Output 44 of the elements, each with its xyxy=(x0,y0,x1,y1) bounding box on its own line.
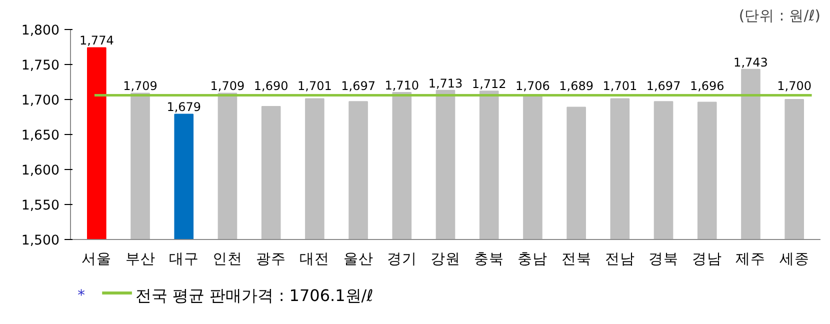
x-tick-label: 서울 xyxy=(82,250,112,268)
data-label: 1,679 xyxy=(166,100,202,114)
y-tick-label: 1,750 xyxy=(21,58,60,74)
x-tick-label: 대구 xyxy=(168,250,199,268)
legend-label: 전국 평균 판매가격 : 1706.1원/ℓ xyxy=(136,286,374,305)
x-tick-label: 강원 xyxy=(430,250,460,268)
data-label: 1,712 xyxy=(472,77,506,92)
y-tick-label: 1,600 xyxy=(21,164,60,178)
x-tick-label: 세종 xyxy=(779,250,810,268)
x-tick-label: 전북 xyxy=(561,250,592,268)
x-tick-label: 제주 xyxy=(736,250,766,268)
y-tick-label: 1,800 xyxy=(21,24,60,38)
x-tick-label: 광주 xyxy=(256,250,286,268)
data-label: 1,696 xyxy=(690,79,724,94)
data-label: 1,774 xyxy=(79,34,114,48)
text: (단위 : 원/ℓ) xyxy=(738,8,821,24)
x-tick-label: 충남 xyxy=(518,250,548,268)
y-tick-label: 1,550 xyxy=(21,198,60,214)
data-label: 1,713 xyxy=(428,76,463,90)
data-label: 1,709 xyxy=(123,79,158,94)
data-label: 1,709 xyxy=(210,79,245,94)
y-tick-label: 1,650 xyxy=(21,128,60,144)
x-tick-label: 전남 xyxy=(604,250,635,268)
data-label: 1,690 xyxy=(254,79,288,94)
x-tick-label: 인천 xyxy=(212,250,242,268)
x-tick-label: 부산 xyxy=(125,250,156,268)
x-tick-label: 충북 xyxy=(474,250,504,268)
data-label: 1,689 xyxy=(559,79,594,94)
y-tick-label: 1,500 xyxy=(21,234,60,248)
data-label: 1,706 xyxy=(516,79,550,94)
data-label: 1,701 xyxy=(602,79,638,94)
data-label: 1,700 xyxy=(777,79,812,94)
data-label: 1,697 xyxy=(341,79,376,94)
x-tick-label: 경북 xyxy=(648,250,679,268)
x-tick-label: 경기 xyxy=(386,250,417,268)
y-tick-label: 1,700 xyxy=(21,94,60,108)
x-tick-label: 울산 xyxy=(343,250,374,268)
data-label: 1,743 xyxy=(734,55,768,70)
data-label: 1,710 xyxy=(384,78,420,92)
x-tick-label: 경남 xyxy=(692,250,722,268)
text: * xyxy=(78,287,86,304)
data-label: 1,697 xyxy=(646,79,681,94)
x-tick-label: 대전 xyxy=(300,250,330,268)
data-label: 1,701 xyxy=(298,79,332,94)
